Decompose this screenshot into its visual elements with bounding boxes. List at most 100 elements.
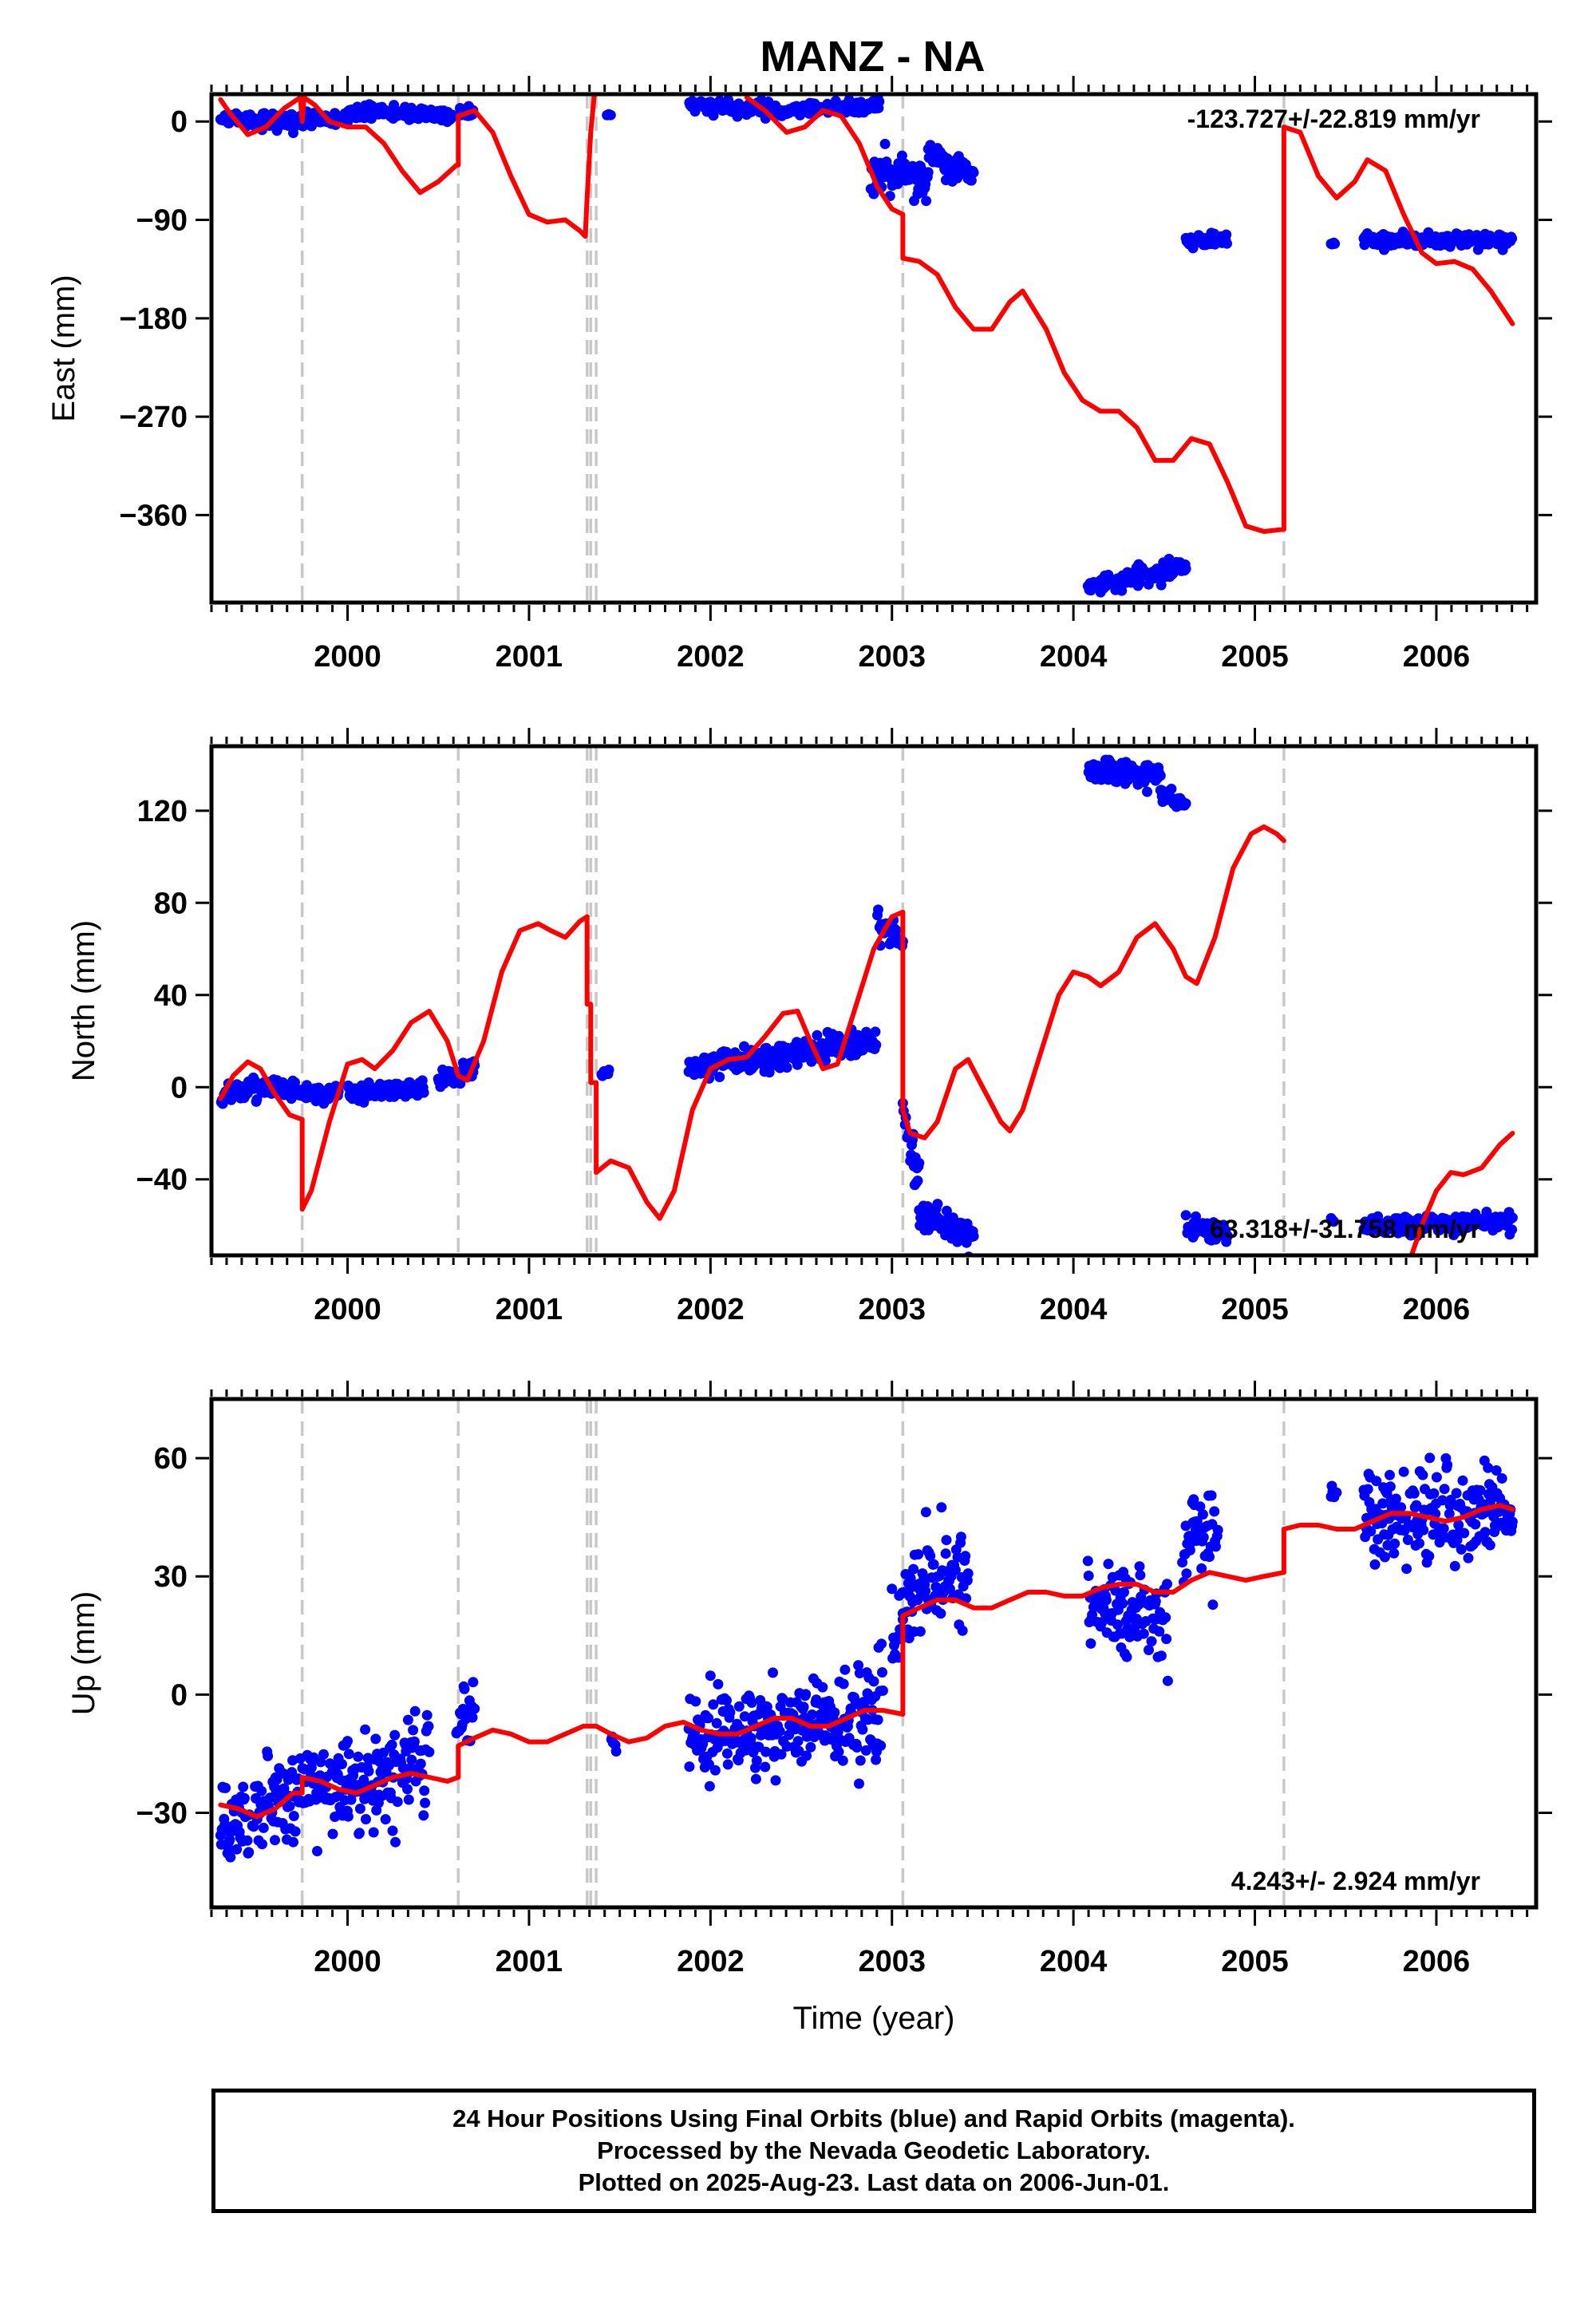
up-rate-label: 4.243+/- 2.924 mm/yr (1231, 1867, 1480, 1895)
data-point (239, 1792, 250, 1804)
data-point (1144, 1645, 1154, 1655)
data-point (936, 1502, 947, 1513)
data-point (1207, 1599, 1219, 1611)
up-axis-label: Up (mm) (66, 1591, 101, 1716)
data-point (837, 1755, 848, 1766)
data-point (860, 1745, 871, 1756)
data-point (870, 1026, 881, 1037)
data-point (1439, 1484, 1450, 1495)
data-point (1369, 1559, 1381, 1570)
data-point (940, 1548, 951, 1559)
y-tick-label: 40 (154, 979, 188, 1013)
data-point (1212, 1524, 1223, 1535)
data-point (962, 1568, 974, 1579)
data-point (855, 1755, 866, 1766)
y-tick-label: −360 (119, 499, 188, 532)
data-point (760, 1746, 772, 1757)
data-point (793, 1745, 804, 1757)
data-point (1206, 1490, 1217, 1501)
data-point (957, 1625, 968, 1636)
data-point (288, 1836, 298, 1848)
data-point (346, 1794, 357, 1805)
data-point (1385, 1481, 1396, 1492)
footer-box: 24 Hour Positions Using Final Orbits (bl… (211, 2089, 1536, 2213)
data-point (874, 96, 885, 107)
data-point (402, 1714, 413, 1725)
data-point (1085, 1638, 1096, 1649)
data-point (851, 1742, 863, 1753)
data-point (1110, 1585, 1121, 1596)
data-point (1162, 1579, 1172, 1590)
data-point (353, 1751, 364, 1762)
y-tick-label: 0 (171, 1678, 188, 1712)
x-tick-label: 2005 (1221, 1293, 1289, 1326)
model-line (218, 824, 1515, 1255)
data-point (360, 1724, 371, 1735)
data-point (238, 1781, 249, 1792)
data-point (1138, 1628, 1149, 1639)
data-point (1389, 1538, 1400, 1549)
x-tick-label: 2000 (314, 1293, 381, 1326)
data-point (1417, 1469, 1428, 1480)
data-point (1180, 1210, 1191, 1221)
data-point (1396, 1502, 1407, 1513)
data-point (342, 1736, 353, 1747)
up-data-points (215, 1452, 1518, 1863)
x-tick-label: 2004 (1040, 640, 1108, 674)
data-point (1491, 1465, 1502, 1476)
data-point (415, 1758, 426, 1769)
data-point (1135, 1570, 1146, 1581)
data-point (756, 1729, 766, 1741)
data-point (387, 1825, 398, 1836)
data-point (447, 110, 458, 121)
data-point (1389, 1547, 1400, 1559)
data-point (1150, 1596, 1161, 1607)
data-point (1155, 770, 1166, 781)
data-point (711, 1717, 722, 1729)
model-line (218, 94, 1515, 534)
y-tick-label: −90 (136, 204, 188, 238)
data-point (950, 1564, 961, 1575)
data-point (776, 1749, 787, 1760)
data-point (833, 1746, 844, 1757)
data-point (1431, 1472, 1442, 1483)
data-point (408, 1725, 419, 1736)
data-point (913, 1549, 924, 1560)
data-point (955, 1531, 966, 1543)
x-tick-label: 2002 (677, 1945, 745, 1978)
data-point (270, 1835, 280, 1846)
data-point (354, 1828, 365, 1839)
data-point (966, 175, 977, 186)
data-point (1221, 229, 1232, 240)
data-point (459, 1683, 470, 1694)
data-point (922, 167, 934, 178)
data-point (1083, 1571, 1094, 1581)
data-point (1154, 1626, 1165, 1637)
data-point (1116, 585, 1128, 596)
data-point (287, 1755, 298, 1766)
x-tick-label: 2004 (1040, 1945, 1108, 1978)
y-tick-label: 30 (154, 1560, 188, 1594)
data-point (684, 1761, 695, 1773)
north-rate-label: 63.318+/-31.758 mm/yr (1210, 1215, 1480, 1243)
data-point (1390, 1493, 1401, 1504)
data-point (792, 1736, 804, 1747)
data-point (725, 1707, 736, 1718)
data-point (912, 1176, 923, 1186)
data-point (1483, 1462, 1494, 1473)
data-point (290, 1077, 300, 1088)
data-point (402, 1784, 413, 1795)
data-point (1209, 1506, 1220, 1517)
data-point (800, 1689, 812, 1700)
data-point (1331, 1487, 1342, 1498)
data-point (1142, 786, 1152, 797)
data-point (290, 1826, 301, 1837)
data-point (1146, 1636, 1157, 1647)
data-point (705, 1670, 716, 1682)
data-point (1181, 1568, 1192, 1579)
data-point (1222, 238, 1232, 249)
data-point (1507, 1224, 1518, 1235)
data-point (781, 1062, 792, 1073)
data-point (605, 109, 616, 121)
data-point (392, 1796, 403, 1808)
